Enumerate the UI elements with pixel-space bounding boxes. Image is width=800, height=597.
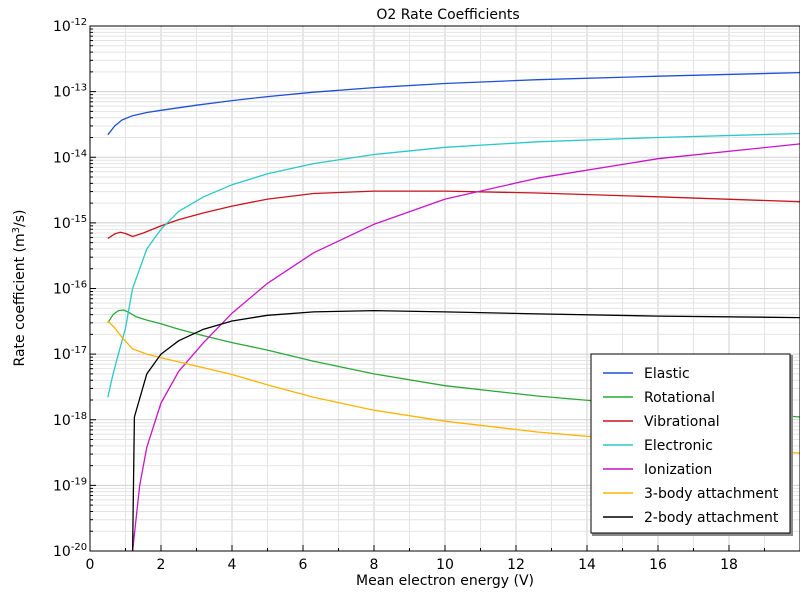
y-tick-label: 10-16 [53, 280, 87, 298]
y-tick-label: 10-18 [53, 411, 87, 429]
legend-label-2-body-attachment: 2-body attachment [644, 510, 779, 526]
legend-label-3-body-attachment: 3-body attachment [644, 486, 779, 502]
ticks: 0 2 4 6 8 10 12 14 16 18 10-12 10-13 10-14 10-15 10-16… [53, 17, 800, 573]
legend-label-elastic: Elastic [644, 366, 690, 382]
x-tick-label: 16 [649, 557, 667, 573]
legend-label-ionization: Ionization [644, 462, 712, 478]
x-tick-label: 12 [507, 557, 525, 573]
x-tick-label: 6 [299, 557, 308, 573]
series-line-rotational [107, 309, 800, 418]
y-tick-label: 10-15 [53, 214, 87, 232]
x-tick-label: 8 [370, 557, 379, 573]
y-tick-label: 10-19 [53, 476, 87, 494]
series-line-2-body-attachment [131, 309, 800, 551]
legend-label-electronic: Electronic [644, 438, 713, 454]
series-line-ionization [131, 143, 800, 551]
y-tick-label: 10-20 [53, 542, 87, 560]
x-tick-label: 2 [157, 557, 166, 573]
legend-box [590, 353, 791, 534]
x-tick-label: 10 [436, 557, 454, 573]
y-axis-title-main: Rate coefficient (m [12, 233, 28, 366]
y-axis-title-sup: 3 [11, 227, 22, 233]
x-tick-label: 0 [86, 557, 95, 573]
series-line-elastic [107, 71, 800, 136]
y-axis-title-end: /s) [12, 210, 28, 227]
x-tick-label: 18 [720, 557, 738, 573]
y-tick-label: 10-13 [53, 83, 87, 101]
series-line-3-body-attachment [107, 320, 800, 454]
y-tick-label: 10-12 [53, 17, 87, 35]
legend-label-rotational: Rotational [644, 390, 715, 406]
series-line-electronic [107, 132, 800, 398]
x-axis-title: Mean electron energy (V) [356, 573, 534, 589]
legend: Elastic Rotational Vibrational Electronic Io… [590, 353, 793, 536]
legend-label-vibrational: Vibrational [644, 414, 720, 430]
y-tick-label: 10-14 [53, 148, 87, 166]
chart-title: O2 Rate Coefficients [376, 7, 519, 23]
y-axis-title: Rate coefficient (m3/s) [11, 210, 28, 367]
x-tick-label: 4 [228, 557, 237, 573]
y-tick-label: 10-17 [53, 345, 87, 363]
x-tick-label: 14 [578, 557, 596, 573]
series-layer [107, 71, 800, 551]
